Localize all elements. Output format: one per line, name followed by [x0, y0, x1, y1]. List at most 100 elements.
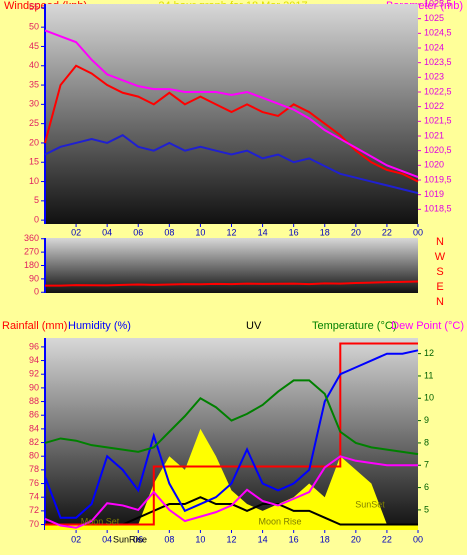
y-tick-label: 0 [34, 215, 39, 225]
x-tick-label: 10 [195, 534, 205, 544]
y2-tick-label: 1024,5 [424, 28, 452, 38]
y-tick-label: 90 [29, 273, 39, 283]
y-tick-label: 80 [29, 451, 39, 461]
annotation: Moon Set [81, 516, 120, 526]
x-tick-label: 00 [413, 534, 423, 544]
x-tick-label: 18 [320, 227, 330, 237]
y-tick-label: 180 [24, 260, 39, 270]
y2-tick-label: 1021 [424, 130, 444, 140]
y2-tick-label: 1020,5 [424, 145, 452, 155]
x-tick-label: 10 [195, 227, 205, 237]
x-tick-label: 00 [413, 227, 423, 237]
series-line [44, 379, 419, 456]
y-tick-label: 45 [29, 41, 39, 51]
y-tick-label: 30 [29, 99, 39, 109]
x-tick-label: 08 [164, 534, 174, 544]
y2-tick-label: 1018,5 [424, 204, 452, 214]
x-tick-label: 12 [226, 227, 236, 237]
x-tick-label: 16 [289, 534, 299, 544]
x-tick-label: 06 [133, 227, 143, 237]
direction-label: N [436, 296, 444, 308]
y-tick-label: 94 [29, 355, 39, 365]
x-tick-label: 20 [351, 534, 361, 544]
x-tick-label: 14 [258, 534, 268, 544]
y-tick-label: 92 [29, 369, 39, 379]
y2-tick-label: 1025,5 [424, 0, 452, 8]
dewpoint-label: Dew Point (°C) [391, 320, 464, 332]
y-tick-label: 74 [29, 492, 39, 502]
y-tick-label: 10 [29, 176, 39, 186]
series-line [44, 455, 418, 529]
series-line [44, 134, 419, 195]
x-tick-label: 22 [382, 227, 392, 237]
series-line [45, 280, 419, 287]
y-tick-label: 0 [34, 287, 39, 297]
y2-tick-label: 1023 [424, 72, 444, 82]
y2-tick-label: 1022,5 [424, 86, 452, 96]
y2-tick-label: 1025 [424, 13, 444, 23]
y-tick-label: 70 [29, 519, 39, 529]
y2-tick-label: 1021,5 [424, 116, 452, 126]
y-tick-label: 78 [29, 464, 39, 474]
y-tick-label: 270 [24, 246, 39, 256]
temperature-label: Temperature (°C) [312, 320, 396, 332]
y-tick-label: 25 [29, 118, 39, 128]
direction-label: N [436, 236, 444, 248]
rain-label: Rainfall (mm) [2, 320, 67, 332]
y-tick-label: 82 [29, 437, 39, 447]
y2-tick-label: 8 [424, 437, 429, 447]
x-tick-label: 04 [102, 534, 112, 544]
y-tick-label: 20 [29, 137, 39, 147]
annotation: SunRise [113, 534, 147, 544]
y-tick-label: 15 [29, 157, 39, 167]
humidity-label: Humidity (%) [68, 320, 131, 332]
y2-tick-label: 1020 [424, 160, 444, 170]
y2-tick-label: 1019 [424, 189, 444, 199]
y2-tick-label: 7 [424, 460, 429, 470]
y-tick-label: 55 [29, 2, 39, 12]
y2-tick-label: 11 [424, 370, 433, 380]
x-tick-label: 02 [71, 227, 81, 237]
y2-tick-label: 10 [424, 393, 434, 403]
annotation: SunSet [355, 499, 385, 509]
x-tick-label: 04 [102, 227, 112, 237]
x-tick-label: 22 [382, 534, 392, 544]
y2-label: Barometer (mb) [386, 0, 463, 12]
y-tick-label: 88 [29, 396, 39, 406]
y-tick-label: 76 [29, 478, 39, 488]
uv-label: UV [246, 320, 262, 332]
x-tick-label: 18 [320, 534, 330, 544]
x-tick-label: 16 [289, 227, 299, 237]
y-tick-label: 5 [34, 195, 39, 205]
x-tick-label: 14 [258, 227, 268, 237]
y-tick-label: 72 [29, 505, 39, 515]
y-tick-label: 360 [24, 233, 39, 243]
series-line [45, 342, 418, 526]
x-tick-label: 08 [164, 227, 174, 237]
x-tick-label: 20 [351, 227, 361, 237]
uv-area [45, 428, 418, 530]
y2-tick-label: 12 [424, 348, 434, 358]
y-tick-label: 40 [29, 60, 39, 70]
y2-tick-label: 6 [424, 482, 429, 492]
y2-tick-label: 1024 [424, 42, 444, 52]
direction-label: S [436, 266, 443, 278]
x-tick-label: 06 [133, 534, 143, 544]
y2-tick-label: 1019,5 [424, 174, 452, 184]
series-line [44, 64, 419, 183]
x-tick-label: 12 [226, 534, 236, 544]
y-tick-label: 86 [29, 410, 39, 420]
y2-tick-label: 1022 [424, 101, 444, 111]
y-tick-label: 96 [29, 341, 39, 351]
direction-label: W [435, 251, 446, 263]
y-tick-label: 90 [29, 382, 39, 392]
y2-tick-label: 9 [424, 415, 429, 425]
annotation: Moon Rise [258, 516, 301, 526]
direction-label: E [436, 281, 443, 293]
y-tick-label: 50 [29, 22, 39, 32]
plot-area [45, 4, 418, 224]
y-tick-label: 35 [29, 79, 39, 89]
y2-tick-label: 5 [424, 504, 429, 514]
y-tick-label: 84 [29, 423, 39, 433]
